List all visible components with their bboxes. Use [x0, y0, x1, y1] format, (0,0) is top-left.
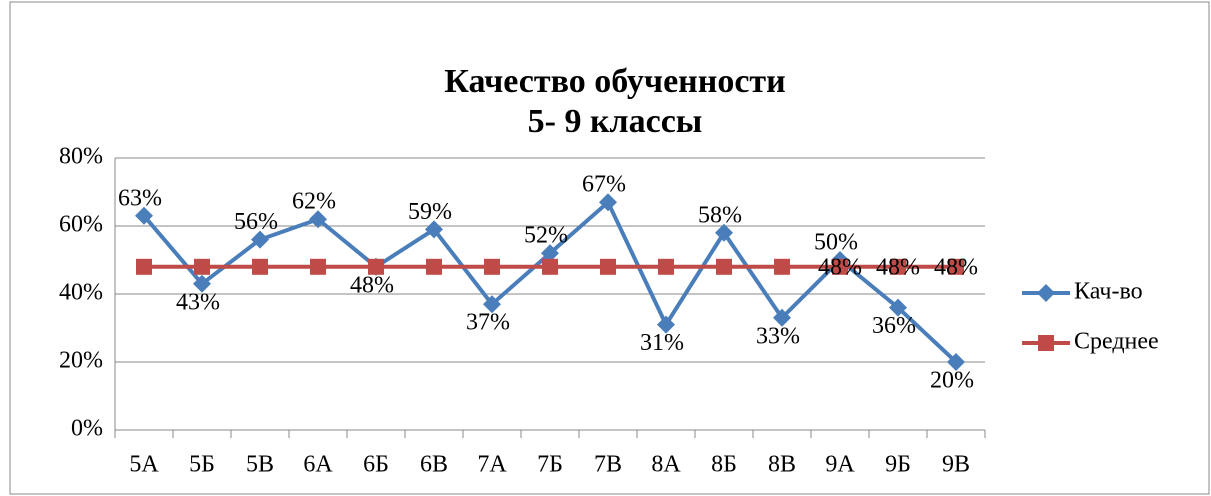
marker — [947, 353, 965, 371]
y-tick-label: 80% — [59, 144, 103, 170]
y-tick-label: 20% — [59, 348, 103, 374]
x-tick-label: 5В — [246, 452, 274, 478]
x-tick-label: 9А — [825, 452, 855, 478]
chart-title: Качество обученности — [444, 63, 785, 100]
marker — [657, 315, 675, 334]
marker — [194, 258, 210, 275]
marker — [251, 230, 269, 249]
data-label: 37% — [466, 310, 510, 336]
data-label: 62% — [292, 189, 336, 215]
marker — [890, 258, 906, 275]
data-label: 33% — [756, 323, 800, 349]
x-tick-label: 5А — [129, 452, 159, 478]
x-tick-label: 6А — [303, 452, 333, 478]
marker — [310, 258, 326, 275]
marker — [309, 210, 327, 229]
marker — [658, 258, 674, 275]
y-tick-label: 0% — [71, 416, 103, 442]
data-label: 59% — [408, 199, 452, 225]
x-tick-label: 7Б — [537, 452, 563, 478]
data-label: 48% — [934, 254, 978, 280]
marker — [1038, 335, 1054, 351]
x-tick-label: 9Б — [885, 452, 911, 478]
y-tick-label: 40% — [59, 280, 103, 306]
marker — [773, 308, 791, 327]
marker — [715, 223, 733, 242]
marker — [136, 258, 152, 275]
marker — [1037, 284, 1055, 302]
data-label: 52% — [524, 223, 568, 249]
x-tick-label: 6Б — [363, 452, 389, 478]
marker — [541, 244, 559, 263]
y-tick-label: 60% — [59, 212, 103, 238]
x-tick-label: 8А — [651, 452, 681, 478]
chart-subtitle: 5- 9 классы — [528, 103, 703, 140]
marker — [716, 258, 732, 275]
x-tick-label: 8В — [768, 452, 796, 478]
marker — [193, 274, 211, 293]
data-label: 67% — [582, 172, 626, 198]
marker — [600, 258, 616, 275]
marker — [135, 206, 153, 225]
data-label: 31% — [640, 330, 684, 356]
marker — [774, 258, 790, 275]
marker — [542, 258, 558, 275]
marker — [426, 258, 442, 275]
data-label: 58% — [698, 202, 742, 228]
data-label: 63% — [118, 185, 162, 211]
x-tick-label: 5Б — [189, 452, 215, 478]
marker — [599, 193, 617, 212]
data-label: 48% — [350, 272, 394, 298]
x-tick-label: 8Б — [711, 452, 737, 478]
x-tick-label: 9В — [942, 452, 970, 478]
x-tick-label: 6В — [420, 452, 448, 478]
legend-label: Кач-во — [1074, 279, 1143, 305]
data-label: 56% — [234, 209, 278, 235]
data-label: 43% — [176, 289, 220, 315]
marker — [252, 258, 268, 275]
marker — [889, 298, 907, 317]
data-label: 48% — [876, 254, 920, 280]
data-label: 20% — [930, 368, 974, 394]
legend-label: Среднее — [1074, 329, 1159, 355]
data-label: 36% — [872, 313, 916, 339]
marker — [425, 220, 443, 239]
marker — [484, 258, 500, 275]
marker — [832, 258, 848, 275]
x-tick-label: 7А — [477, 452, 507, 478]
marker — [948, 258, 964, 275]
x-tick-label: 7В — [594, 452, 622, 478]
chart-frame — [9, 1, 1210, 495]
marker — [368, 258, 384, 275]
data-label: 50% — [814, 230, 858, 256]
marker — [483, 295, 501, 314]
data-label: 48% — [818, 254, 862, 280]
